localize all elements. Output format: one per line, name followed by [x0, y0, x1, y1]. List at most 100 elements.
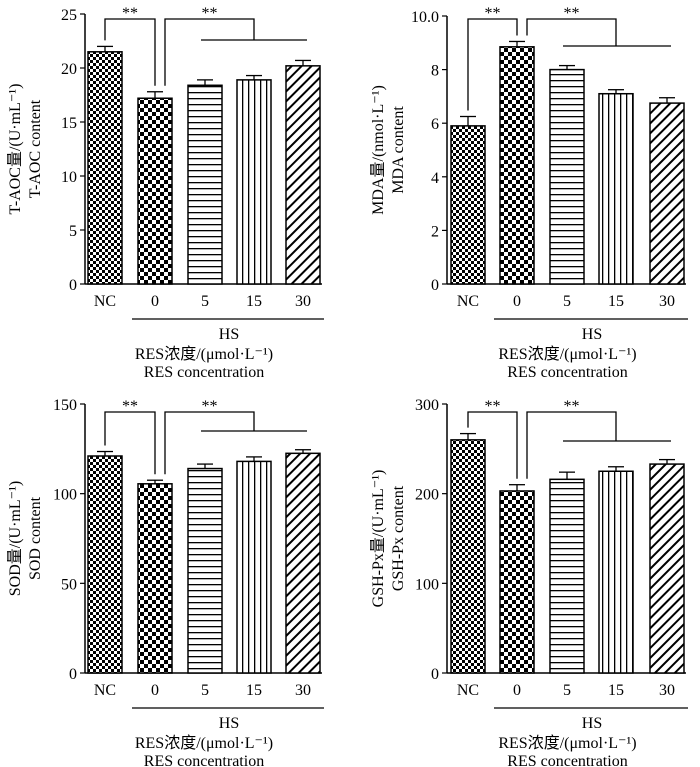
- significance-bracket-left: [467, 411, 518, 479]
- x-tick-label: NC: [457, 293, 479, 310]
- chart-panel-mda: 0 2 4 6 8 10.0 NC 0 5 15 30 HS RES浓度/(μmol·L⁻¹)RES c…: [370, 5, 688, 381]
- y-tick-label: 300: [415, 397, 439, 414]
- significance-bracket-right: [164, 411, 255, 475]
- y-tick-label: 15: [61, 115, 77, 132]
- bar-15: [236, 460, 272, 674]
- bar-5: [187, 84, 223, 285]
- y-tick-label: 20: [61, 61, 77, 78]
- significance-mark: **: [564, 398, 580, 415]
- x-tick-label: 15: [246, 682, 262, 699]
- x-tick-label: 5: [563, 293, 571, 310]
- hs-group-label: HS: [582, 326, 602, 343]
- y-tick-label: 0: [69, 666, 77, 683]
- y-axis-label: GSH-Px量/(U·mL⁻¹): [370, 470, 387, 608]
- hs-group-label: HS: [219, 715, 239, 732]
- bar-30: [285, 65, 321, 285]
- y-tick-label: 0: [69, 277, 77, 294]
- y-tick-label: 10.0: [411, 9, 439, 26]
- y-tick-label: 0: [431, 666, 439, 683]
- significance-mark: **: [202, 5, 218, 22]
- significance-mark: **: [202, 398, 218, 415]
- significance-bracket-right: [164, 18, 255, 86]
- y-axis-label-en: MDA content: [390, 106, 407, 194]
- bar-5: [549, 68, 585, 285]
- x-axis-label: RES浓度/(μmol·L⁻¹): [135, 345, 273, 363]
- x-tick-label: NC: [94, 682, 116, 699]
- x-axis-label-en: RES concentration: [507, 364, 627, 381]
- significance-bracket-right: [526, 411, 617, 479]
- x-tick-label: 15: [608, 682, 624, 699]
- y-axis-label-en: SOD content: [27, 496, 44, 580]
- bar-NC: [450, 125, 486, 285]
- bar-0: [499, 46, 535, 285]
- significance-mark: **: [485, 398, 501, 415]
- significance-mark: **: [564, 5, 580, 22]
- x-tick-label: 15: [246, 293, 262, 310]
- y-axis-label-en: T-AOC content: [27, 99, 44, 198]
- x-tick-label: 30: [295, 682, 311, 699]
- bar-NC: [87, 51, 123, 285]
- significance-bracket-right: [526, 18, 617, 46]
- y-axis-label: SOD量/(U·mL⁻¹): [7, 481, 24, 596]
- bar-0: [499, 490, 535, 674]
- x-tick-label: 0: [151, 293, 159, 310]
- x-tick-label: 30: [659, 293, 675, 310]
- significance-bracket-left: [467, 18, 518, 111]
- x-tick-label: NC: [457, 682, 479, 699]
- bar-0: [137, 97, 173, 285]
- x-tick-label: NC: [94, 293, 116, 310]
- y-tick-label: 5: [69, 223, 77, 240]
- bar-30: [649, 463, 685, 674]
- y-tick-label: 25: [61, 7, 77, 24]
- y-tick-label: 100: [53, 487, 77, 504]
- x-axis-label: RES浓度/(μmol·L⁻¹): [135, 734, 273, 752]
- x-axis-label-en: RES concentration: [144, 753, 264, 767]
- bar-5: [187, 467, 223, 674]
- significance-mark: **: [485, 5, 501, 22]
- x-tick-label: 5: [201, 682, 209, 699]
- x-tick-label: 0: [513, 682, 521, 699]
- significance-bracket-left: [104, 411, 156, 475]
- x-tick-label: 30: [659, 682, 675, 699]
- bar-5: [549, 478, 585, 674]
- bar-30: [285, 452, 321, 674]
- chart-panel-t-aoc: 0 5 10 15 20 25 NC 0 5 15 30 HS RES浓度/(μmol·L⁻¹)RES …: [7, 5, 324, 381]
- bar-NC: [87, 455, 123, 674]
- y-tick-label: 10: [61, 169, 77, 186]
- y-tick-label: 6: [431, 116, 439, 133]
- hs-group-label: HS: [582, 715, 602, 732]
- bar-15: [236, 79, 272, 285]
- y-tick-label: 200: [415, 487, 439, 504]
- y-axis-label: T-AOC量/(U·mL⁻¹): [7, 84, 24, 215]
- x-axis-label: RES浓度/(μmol·L⁻¹): [498, 345, 636, 363]
- x-tick-label: 0: [151, 682, 159, 699]
- chart-panel-sod: 0 50 100 150 NC 0 5 15 30 HS RES浓度/(μmol·L⁻¹)RES c…: [7, 397, 324, 767]
- chart-panel-gsh-px: 0 100 200 300 NC 0 5 15 30 HS RES浓度/(μmol·L⁻¹)RES …: [370, 397, 688, 767]
- bar-NC: [450, 439, 486, 674]
- x-axis-label: RES浓度/(μmol·L⁻¹): [498, 734, 636, 752]
- y-tick-label: 2: [431, 223, 439, 240]
- hs-group-label: HS: [219, 326, 239, 343]
- y-tick-label: 150: [53, 397, 77, 414]
- bar-0: [137, 483, 173, 674]
- y-axis-label: MDA量/(nmol·L⁻¹): [370, 85, 387, 215]
- y-axis-label-en: GSH-Px content: [390, 485, 407, 591]
- significance-mark: **: [122, 398, 138, 415]
- bar-15: [598, 92, 634, 285]
- y-tick-label: 0: [431, 277, 439, 294]
- y-tick-label: 100: [415, 576, 439, 593]
- x-axis-label-en: RES concentration: [144, 364, 264, 381]
- x-axis-label-en: RES concentration: [507, 753, 627, 767]
- y-tick-label: 4: [431, 170, 439, 187]
- bar-30: [649, 102, 685, 285]
- x-tick-label: 0: [513, 293, 521, 310]
- significance-bracket-left: [104, 18, 156, 86]
- y-tick-label: 8: [431, 63, 439, 80]
- x-tick-label: 15: [608, 293, 624, 310]
- x-tick-label: 5: [201, 293, 209, 310]
- significance-mark: **: [122, 5, 138, 22]
- y-tick-label: 50: [61, 576, 77, 593]
- x-tick-label: 30: [295, 293, 311, 310]
- x-tick-label: 5: [563, 682, 571, 699]
